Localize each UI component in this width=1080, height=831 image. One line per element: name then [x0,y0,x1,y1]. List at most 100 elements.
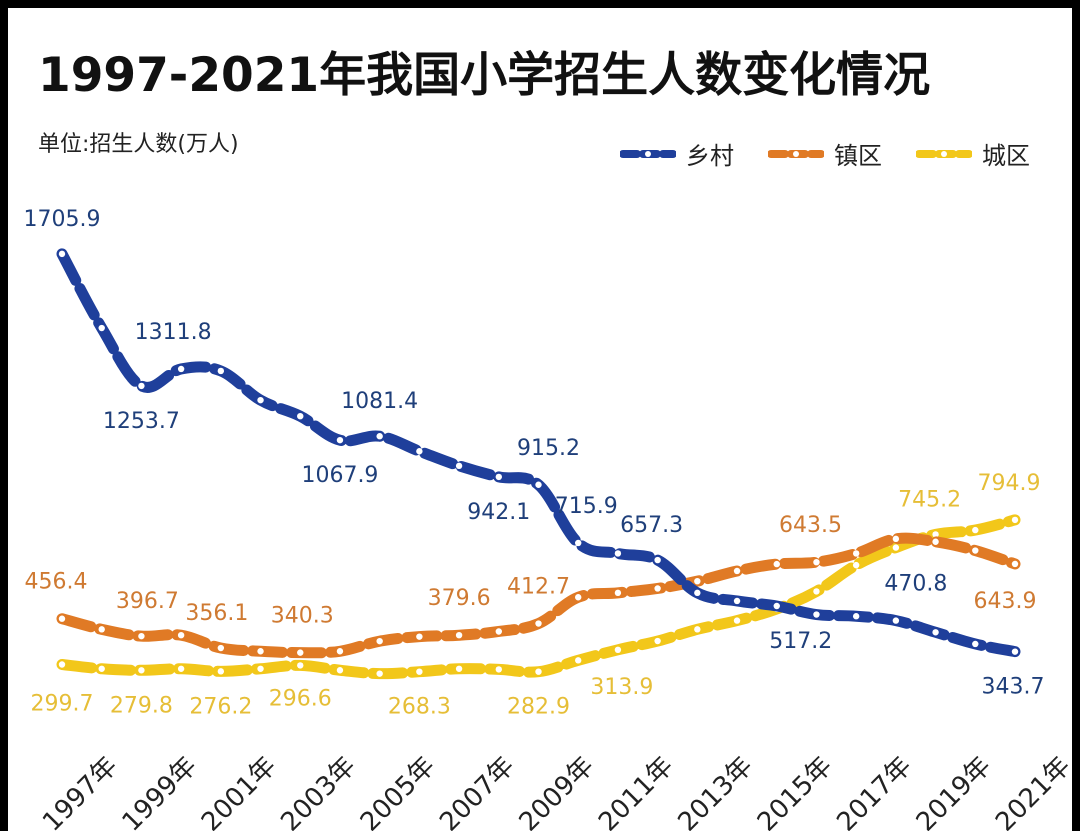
data-label-town-1999: 396.7 [116,589,179,614]
data-point-town-2015 [773,560,780,568]
legend-item-rural: 乡村 [620,136,734,171]
data-label-rural-2015: 517.2 [769,629,832,654]
data-point-urban-1999 [138,667,145,674]
x-tick-label-2001: 2001年 [196,751,282,831]
data-point-urban-2010 [575,657,582,664]
data-point-urban-2013 [694,626,701,633]
data-label-rural-1999: 1253.7 [103,409,180,434]
data-label-urban-2006: 268.3 [388,695,451,720]
data-point-town-2020 [972,547,979,554]
data-point-urban-2007 [455,665,463,672]
x-tick-label-2007: 2007年 [434,751,520,831]
data-point-rural-2000 [177,365,185,373]
x-tick-label-2019: 2019年 [911,751,997,831]
data-point-urban-2006 [416,668,423,675]
data-point-rural-1999 [138,382,145,390]
data-label-town-2016: 643.5 [779,513,842,538]
data-point-town-2012 [654,585,661,592]
data-label-urban-2021: 794.9 [978,471,1041,496]
data-point-town-1998 [98,626,105,633]
data-point-urban-1998 [98,665,105,672]
data-point-urban-2003 [297,662,304,669]
data-point-rural-2019 [932,629,939,636]
data-point-urban-2018 [892,544,900,551]
data-point-urban-2021 [1011,516,1019,524]
data-label-urban-2019: 745.2 [898,487,961,512]
data-point-town-2000 [177,632,185,639]
legend-item-town: 镇区 [768,136,882,171]
data-point-rural-2011 [614,550,622,557]
data-point-urban-2001 [217,668,225,675]
data-label-rural-2012: 657.3 [620,513,683,538]
data-point-town-2013 [694,577,701,585]
data-point-urban-2014 [733,617,741,624]
x-tick-label-2021: 2021年 [990,751,1076,831]
data-label-urban-2011: 313.9 [590,675,653,700]
data-point-rural-2006 [416,448,423,455]
data-point-rural-1997 [58,250,66,258]
data-point-rural-2010 [575,539,582,547]
data-point-rural-2016 [813,611,820,618]
data-point-rural-1998 [98,324,105,332]
data-label-rural-2009: 915.2 [517,436,580,461]
x-tick-label-2003: 2003年 [275,751,361,831]
data-point-rural-2007 [455,462,463,470]
data-point-urban-2020 [972,526,979,534]
data-label-rural-2018: 470.8 [884,572,947,597]
data-label-urban-2003: 296.6 [269,686,332,711]
x-tick-label-1997: 1997年 [37,751,123,831]
data-point-rural-2013 [694,589,701,597]
data-label-town-2003: 340.3 [271,604,334,629]
data-point-town-2005 [376,637,383,645]
data-label-rural-2021: 343.7 [982,675,1045,700]
legend-item-urban: 城区 [916,136,1030,171]
data-label-rural-1997: 1705.9 [24,207,101,232]
data-point-urban-2009 [535,668,542,675]
data-point-town-2004 [336,648,344,655]
data-point-urban-2008 [495,666,502,673]
data-point-rural-2015 [773,602,780,610]
data-point-town-2017 [852,550,860,557]
data-point-rural-2021 [1011,648,1019,655]
legend-label-urban: 城区 [982,142,1030,170]
data-point-rural-2002 [257,396,264,404]
data-point-town-2008 [495,628,502,635]
data-point-town-2019 [932,538,939,545]
x-tick-label-1999: 1999年 [117,751,203,831]
data-label-town-2021: 643.9 [974,589,1037,614]
data-label-urban-1999: 279.8 [110,693,173,718]
data-point-rural-2012 [654,556,661,564]
data-point-town-2006 [416,633,423,640]
data-point-rural-2001 [217,367,225,375]
data-point-town-2014 [733,567,741,575]
data-label-urban-2009: 282.9 [507,695,570,720]
data-point-town-2016 [813,559,820,566]
data-point-town-2011 [614,589,622,597]
legend-swatch-town [768,149,824,158]
data-label-rural-2010: 715.9 [555,494,618,519]
data-point-urban-2000 [177,665,185,672]
data-point-town-2001 [217,644,225,652]
data-label-urban-1997: 299.7 [31,691,94,716]
data-point-rural-2014 [733,597,741,605]
unit-label: 单位:招生人数(万人) [38,132,239,157]
data-point-urban-2005 [376,670,383,677]
chart-frame [8,8,1072,831]
data-point-urban-2019 [932,531,939,538]
data-point-town-2007 [455,632,463,639]
data-point-urban-2004 [336,667,344,674]
data-label-rural-2004: 1067.9 [301,463,378,488]
data-point-rural-2018 [892,617,900,624]
data-point-town-2010 [575,594,582,601]
data-point-town-2021 [1011,560,1019,568]
data-label-town-2009: 412.7 [507,575,570,600]
data-label-rural-2005: 1081.4 [341,389,418,414]
x-tick-label-2005: 2005年 [355,751,441,831]
x-tick-label-2009: 2009年 [514,751,600,831]
data-point-town-1997 [58,615,66,622]
data-point-rural-2003 [297,413,304,420]
data-point-town-2003 [297,649,304,656]
x-tick-label-2013: 2013年 [672,751,758,831]
legend-swatch-urban [916,149,972,158]
